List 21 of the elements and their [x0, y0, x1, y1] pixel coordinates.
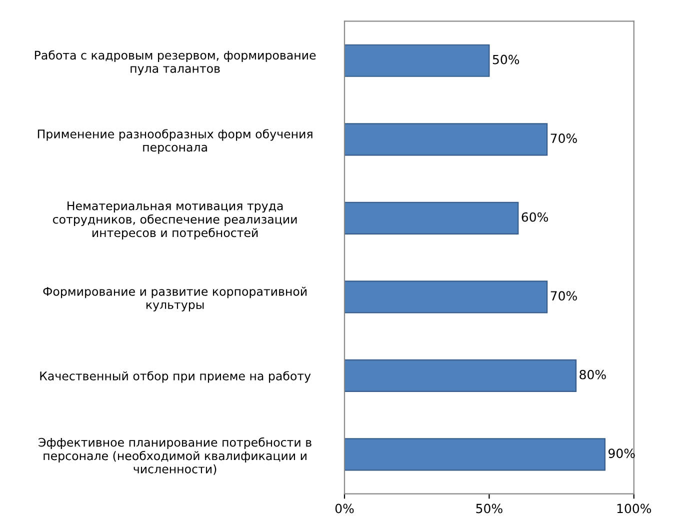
bar [344, 44, 490, 77]
data-label: 50% [492, 54, 520, 64]
x-tick-label: 50% [476, 504, 502, 514]
y-tick-label: Работа с кадровым резервом, формирование пула талантов [34, 50, 316, 76]
y-tick-label: Формирование и развитие корпоративной культуры [43, 286, 306, 312]
data-label: 90% [608, 448, 635, 458]
y-tick-label: Применение разнообразных форм обучения персонала [38, 129, 312, 154]
y-tick-label: Нематериальная мотивация труда сотрудников, обеспечение реализации интересов и потребностей [52, 201, 297, 240]
y-tick-label: Качественный отбор при приеме на работу [40, 371, 311, 383]
bar [344, 359, 577, 392]
bar [344, 438, 606, 471]
x-tick-label: 0% [335, 504, 354, 514]
x-tick-label: 100% [617, 504, 652, 514]
data-label: 80% [580, 370, 606, 380]
data-label: 70% [550, 291, 577, 301]
bar [344, 202, 519, 234]
y-tick-label: Эффективное планирование потребности в персонале (необходимой квалификации и численности) [38, 437, 312, 475]
bar [344, 123, 548, 156]
data-label: 70% [550, 134, 577, 144]
data-label: 60% [522, 212, 548, 222]
bar [344, 280, 548, 314]
